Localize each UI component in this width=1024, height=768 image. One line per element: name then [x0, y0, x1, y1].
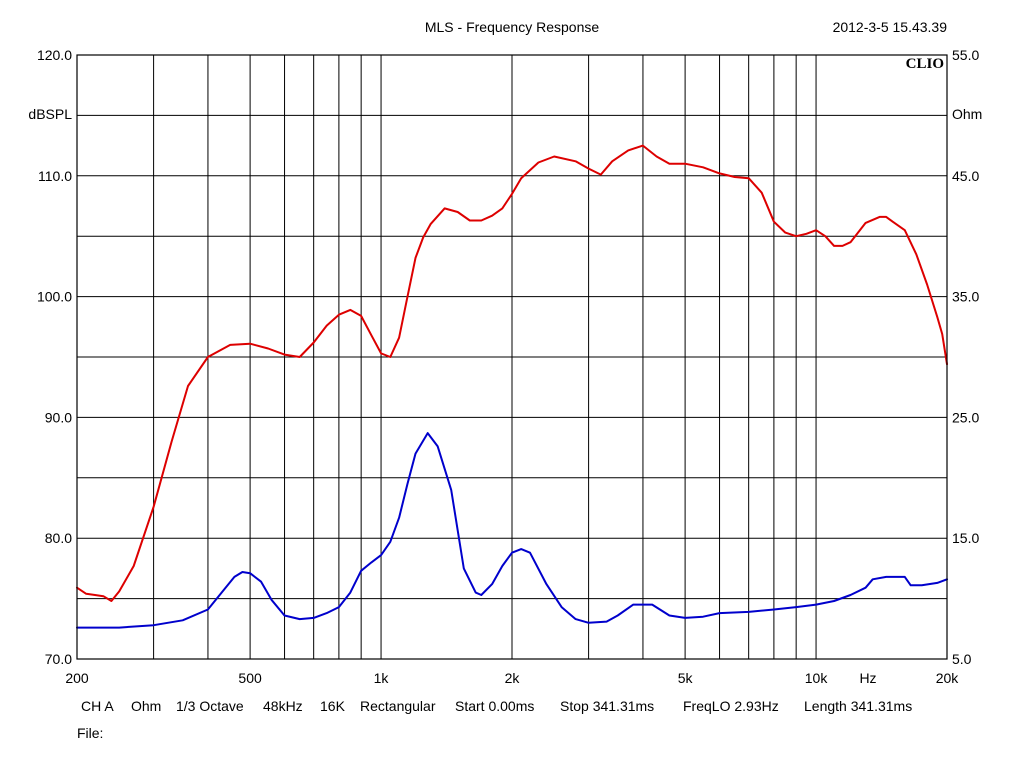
y-left-tick-label: 100.0 [37, 289, 72, 305]
setting-item: Start 0.00ms [455, 698, 534, 714]
y-right-tick-label: 15.0 [952, 530, 979, 546]
measurement-settings: CH A Ohm 1/3 Octave 48kHz 16K Rectangular Star… [81, 698, 912, 714]
chart-title: MLS - Frequency Response [425, 19, 600, 35]
setting-item: Ohm [131, 698, 161, 714]
y-left-tick-label: 70.0 [45, 651, 72, 667]
setting-item: Rectangular [360, 698, 436, 714]
y-right-tick-label: 35.0 [952, 289, 979, 305]
setting-item: FreqLO 2.93Hz [683, 698, 779, 714]
y-right-tick-label: 45.0 [952, 168, 979, 184]
tick-labels: 200 500 1k 2k 5k 10k 20k 120.0 110.0 100.0 90.0 80.… [37, 47, 980, 686]
plot-frame [76, 54, 948, 660]
y-right-tick-label: 5.0 [952, 651, 972, 667]
x-tick-label: 20k [936, 670, 960, 686]
x-tick-label: 500 [238, 670, 262, 686]
y-left-tick-label: 80.0 [45, 530, 72, 546]
setting-item: Stop 341.31ms [560, 698, 654, 714]
x-tick-label: 1k [374, 670, 390, 686]
setting-item: 1/3 Octave [176, 698, 244, 714]
grid-lines [77, 55, 947, 659]
series-layer [76, 144, 948, 629]
y-left-tick-label: 90.0 [45, 409, 72, 425]
spl-curve [76, 144, 948, 602]
setting-item: 48kHz [263, 698, 303, 714]
y-left-unit-label: dBSPL [28, 106, 72, 122]
x-tick-label: 10k [805, 670, 829, 686]
y-left-tick-label: 110.0 [38, 168, 72, 184]
impedance-curve [76, 432, 948, 629]
setting-item: Length 341.31ms [804, 698, 912, 714]
setting-item: 16K [320, 698, 346, 714]
x-tick-label: 2k [505, 670, 521, 686]
y-right-tick-label: 55.0 [952, 47, 979, 63]
x-tick-label: 200 [65, 670, 89, 686]
file-label: File: [77, 725, 103, 741]
setting-item: CH A [81, 698, 114, 714]
y-right-tick-label: 25.0 [952, 409, 979, 425]
clio-logo: CLIO [906, 56, 944, 72]
y-left-tick-label: 120.0 [37, 47, 72, 63]
x-tick-label: 5k [678, 670, 694, 686]
x-unit-label: Hz [859, 670, 876, 686]
timestamp: 2012-3-5 15.43.39 [833, 19, 948, 35]
y-right-unit-label: Ohm [952, 106, 982, 122]
